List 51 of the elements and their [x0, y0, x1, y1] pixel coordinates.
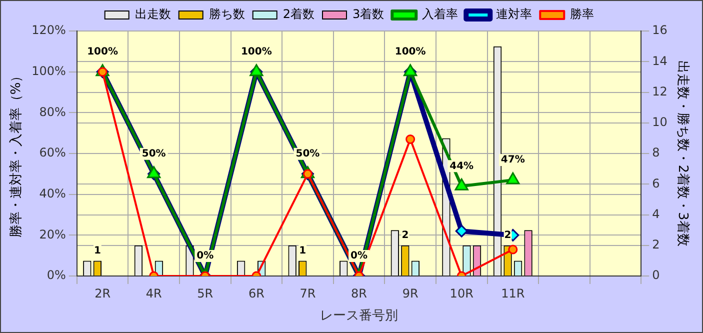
data-label: 2: [402, 230, 409, 241]
point: [406, 134, 416, 144]
legend-label: 勝率: [570, 7, 594, 22]
x-tick-label: 11R: [501, 286, 525, 300]
legend-label: 入着率: [422, 7, 458, 22]
y2-tick-label: 2: [652, 238, 660, 252]
data-label: 0%: [196, 250, 214, 262]
y2-tick-label: 0: [652, 268, 660, 282]
y2-tick-label: 8: [652, 146, 660, 160]
x-tick-label: 6R: [248, 286, 264, 300]
data-label: 0%: [350, 250, 368, 262]
data-label: 100%: [394, 46, 426, 58]
y-tick-label: 80%: [39, 104, 66, 119]
y-tick-label: 0%: [46, 268, 66, 282]
x-tick-label: 9R: [402, 286, 418, 300]
y2-tick-label: 12: [652, 84, 668, 98]
data-label: 100%: [87, 46, 118, 58]
legend-label: 勝ち数: [208, 7, 245, 22]
data-label: 50%: [142, 148, 166, 160]
x-tick-label: 5R: [197, 286, 214, 300]
y-tick-label: 40%: [39, 186, 66, 200]
y2-tick-label: 4: [652, 206, 660, 221]
x-tick-label: 7R: [300, 286, 316, 300]
y2-tick-label: 16: [652, 23, 668, 38]
legend-label: 連対率: [496, 7, 532, 22]
y-axis-title: 勝率・連対率・入着率（%）: [8, 69, 24, 238]
y-tick-label: 120%: [32, 23, 66, 38]
data-label: 47%: [500, 154, 525, 166]
x-tick-label: 4R: [146, 286, 162, 300]
x-tick-label: 10R: [450, 286, 474, 300]
y2-axis-title: 出走数・勝ち数・2着数・3着数: [674, 60, 691, 246]
y-tick-label: 60%: [39, 146, 66, 160]
x-tick-label: 2R: [94, 286, 111, 300]
data-label: 2: [504, 230, 512, 241]
data-label: 100%: [240, 46, 272, 58]
data-label: 50%: [296, 148, 320, 160]
y-tick-label: 100%: [32, 64, 66, 78]
data-label: 1: [299, 245, 306, 256]
legend-label: 2着数: [282, 7, 315, 22]
legend-label: 出走数: [134, 7, 171, 22]
y-tick-label: 20%: [39, 227, 66, 242]
legend-label: 3着数: [352, 7, 384, 22]
y2-tick-label: 6: [652, 176, 660, 190]
x-axis-title: レース番号別: [320, 308, 398, 324]
data-label: 44%: [450, 160, 474, 172]
point: [506, 172, 520, 184]
data-label: 1: [94, 245, 101, 256]
point: [454, 178, 468, 190]
y2-tick-label: 14: [652, 54, 668, 68]
y2-tick-label: 10: [652, 115, 668, 129]
x-tick-label: 8R: [351, 286, 368, 300]
